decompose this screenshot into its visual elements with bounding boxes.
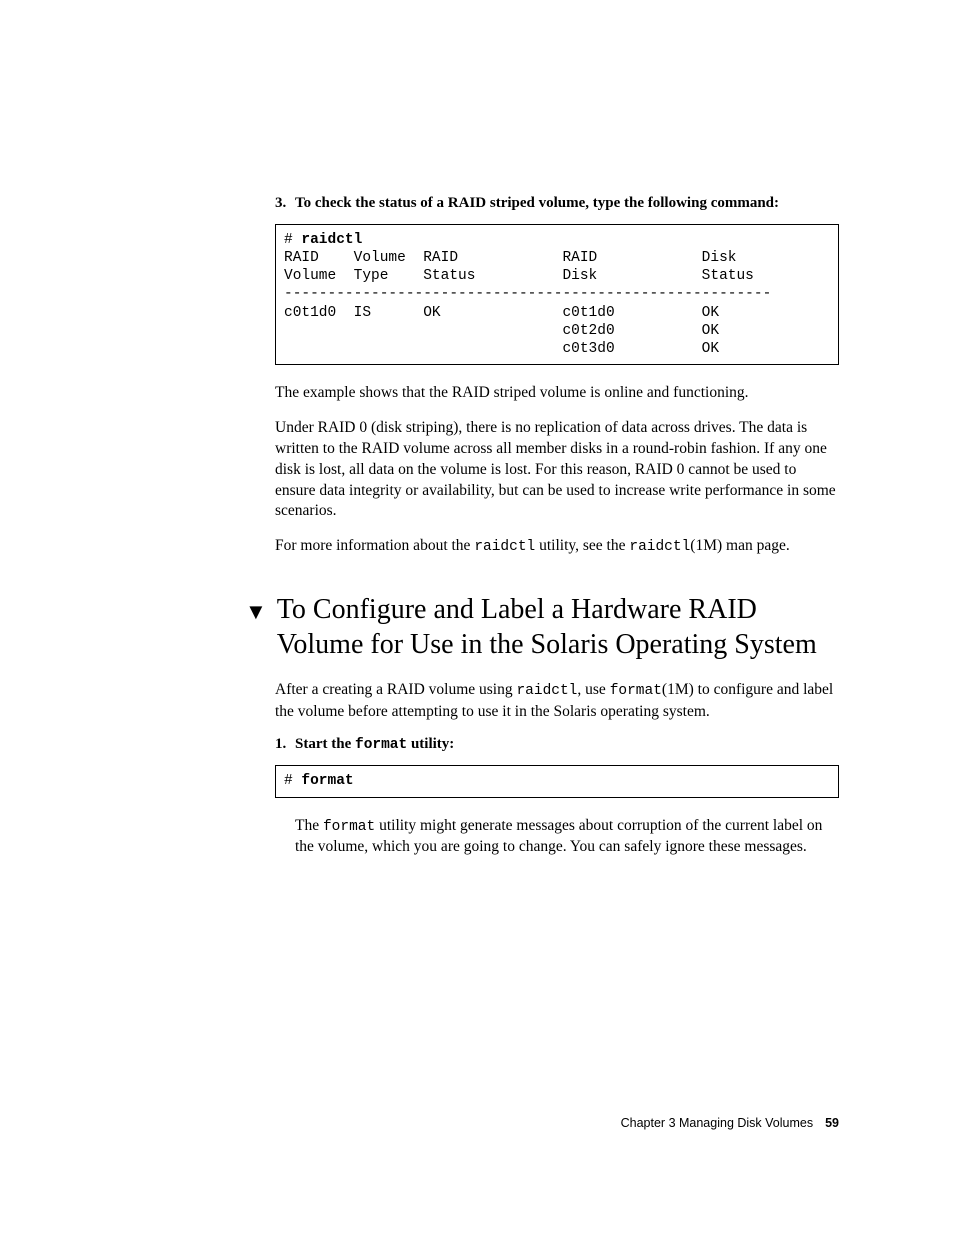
- code-line: c0t2d0 OK: [284, 323, 719, 339]
- section-title: To Configure and Label a Hardware RAID V…: [277, 592, 839, 662]
- footer-text: Chapter 3 Managing Disk Volumes: [621, 1116, 813, 1130]
- step-3: 3. To check the status of a RAID striped…: [275, 195, 839, 212]
- page-number: 59: [825, 1116, 839, 1130]
- step-number: 3.: [275, 195, 295, 212]
- code-line: c0t1d0 IS OK c0t1d0 OK: [284, 305, 719, 321]
- page: 3. To check the status of a RAID striped…: [0, 0, 954, 1235]
- step-text: To check the status of a RAID striped vo…: [295, 195, 839, 212]
- page-footer: Chapter 3 Managing Disk Volumes 59: [621, 1116, 839, 1130]
- text: utility, see the: [535, 537, 629, 554]
- inline-code: format: [355, 737, 407, 753]
- step-number: 1.: [275, 736, 295, 753]
- code-line: Volume Type Status Disk Status: [284, 268, 754, 284]
- text: The: [295, 817, 323, 834]
- prompt: #: [284, 232, 301, 248]
- inline-code: raidctl: [516, 683, 577, 699]
- text: For more information about the: [275, 537, 474, 554]
- inline-code: raidctl: [629, 539, 690, 555]
- inline-code: format: [323, 819, 375, 835]
- code-line: c0t3d0 OK: [284, 341, 719, 357]
- text: , use: [577, 681, 609, 698]
- command: raidctl: [301, 232, 362, 248]
- inline-code: format: [610, 683, 662, 699]
- text: utility:: [407, 736, 454, 752]
- inline-code: raidctl: [474, 539, 535, 555]
- paragraph: The example shows that the RAID striped …: [275, 383, 839, 404]
- triangle-marker-icon: ▼: [245, 599, 267, 625]
- paragraph: After a creating a RAID volume using rai…: [275, 680, 839, 722]
- section-heading-row: ▼ To Configure and Label a Hardware RAID…: [245, 592, 839, 662]
- step-1: 1. Start the format utility:: [275, 736, 839, 753]
- paragraph: The format utility might generate messag…: [295, 816, 839, 858]
- code-line: RAID Volume RAID RAID Disk: [284, 250, 736, 266]
- text: (1M) man page.: [690, 537, 789, 554]
- code-box-format: # format: [275, 765, 839, 797]
- indented-paragraph: The format utility might generate messag…: [295, 816, 839, 858]
- text: After a creating a RAID volume using: [275, 681, 516, 698]
- code-box-raidctl: # raidctl RAID Volume RAID RAID Disk Vol…: [275, 224, 839, 365]
- text: Start the: [295, 736, 355, 752]
- text: utility might generate messages about co…: [295, 817, 822, 856]
- prompt: #: [284, 773, 301, 789]
- code-line: ----------------------------------------…: [284, 286, 771, 302]
- paragraph: Under RAID 0 (disk striping), there is n…: [275, 418, 839, 523]
- paragraph: For more information about the raidctl u…: [275, 536, 839, 558]
- command: format: [301, 773, 353, 789]
- step-text: Start the format utility:: [295, 736, 839, 753]
